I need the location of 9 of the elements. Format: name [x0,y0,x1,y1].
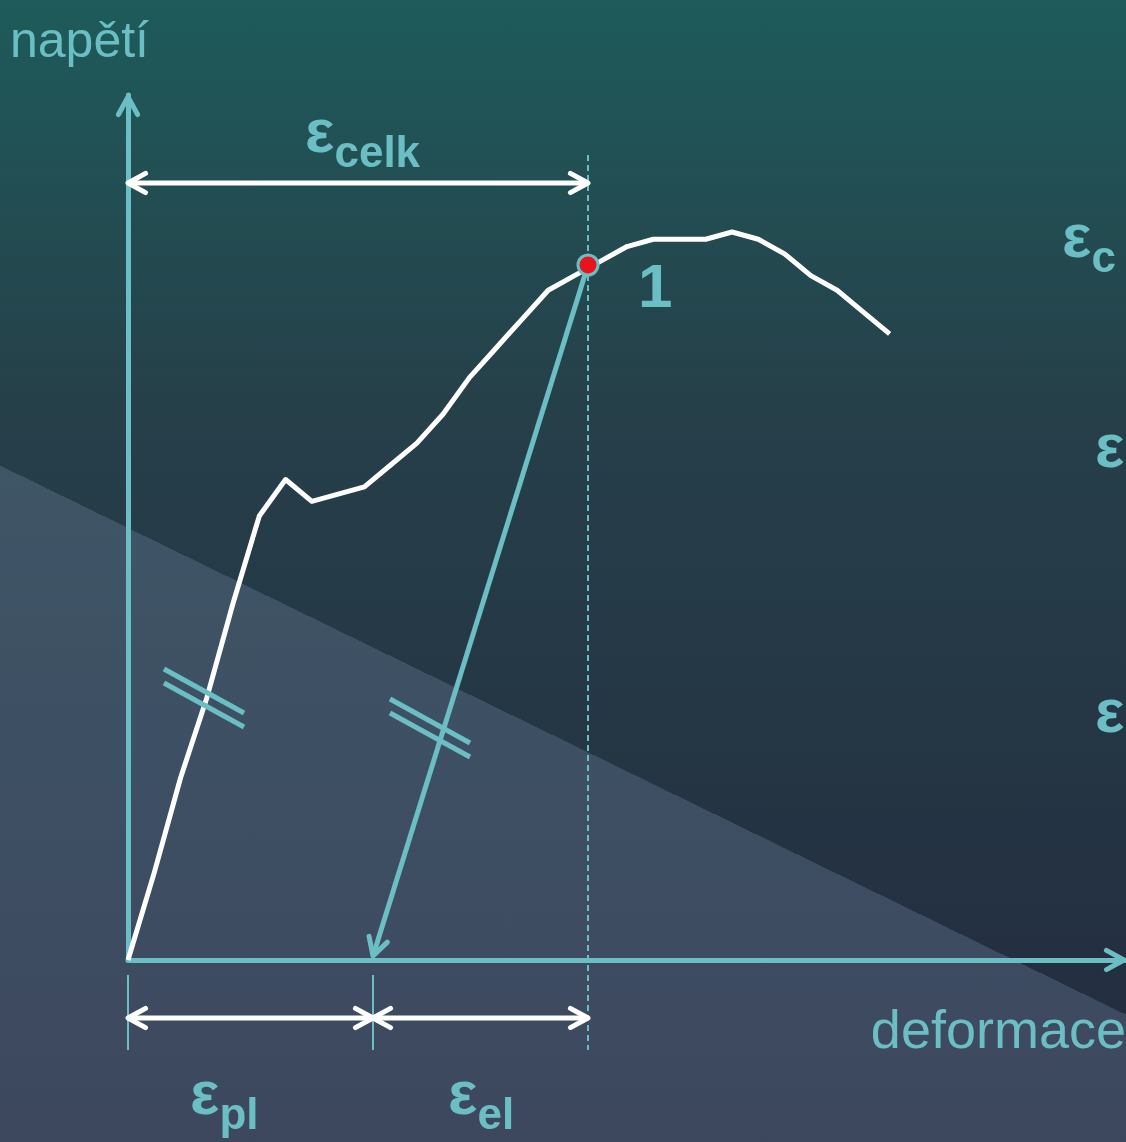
x-axis-title: deformace [870,999,1126,1059]
annotation: ε [1095,676,1125,745]
text: ε$_{celk}$ [305,96,421,177]
y-axis-title: napětí [10,12,150,68]
annotation: ε$_{c}$ [1062,201,1116,282]
text: ε$_{el}$ [448,1058,515,1139]
text: ε$_{pl}$ [190,1058,259,1139]
annotation: 1 [638,251,673,320]
annotation: ε [1095,411,1125,480]
